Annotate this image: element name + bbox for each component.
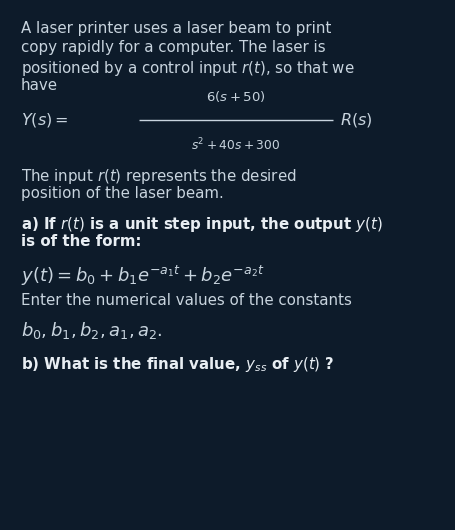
Text: $b_0, b_1, b_2, a_1, a_2$.: $b_0, b_1, b_2, a_1, a_2$. <box>20 320 162 341</box>
Text: $6(s+50)$: $6(s+50)$ <box>206 89 265 104</box>
Text: b) What is the final value, $y_{ss}$ of $y(t)$ ?: b) What is the final value, $y_{ss}$ of … <box>20 355 334 374</box>
Text: A laser printer uses a laser beam to print: A laser printer uses a laser beam to pri… <box>20 21 330 36</box>
Text: $y(t) = b_0 + b_1e^{-a_1t} + b_2e^{-a_2t}$: $y(t) = b_0 + b_1e^{-a_1t} + b_2e^{-a_2t… <box>20 263 263 287</box>
Text: positioned by a control input $r(t)$, so that we: positioned by a control input $r(t)$, so… <box>20 59 353 78</box>
Text: $Y(s) = $: $Y(s) = $ <box>20 111 68 129</box>
Text: copy rapidly for a computer. The laser is: copy rapidly for a computer. The laser i… <box>20 40 324 55</box>
Text: is of the form:: is of the form: <box>20 234 141 249</box>
Text: Enter the numerical values of the constants: Enter the numerical values of the consta… <box>20 293 351 308</box>
Text: a) If $r(t)$ is a unit step input, the output $y(t)$: a) If $r(t)$ is a unit step input, the o… <box>20 215 382 234</box>
Text: have: have <box>20 78 57 93</box>
Text: $s^2+40s+300$: $s^2+40s+300$ <box>191 137 280 153</box>
Text: position of the laser beam.: position of the laser beam. <box>20 186 223 201</box>
Text: The input $r(t)$ represents the desired: The input $r(t)$ represents the desired <box>20 167 295 186</box>
Text: $R(s)$: $R(s)$ <box>339 111 371 129</box>
